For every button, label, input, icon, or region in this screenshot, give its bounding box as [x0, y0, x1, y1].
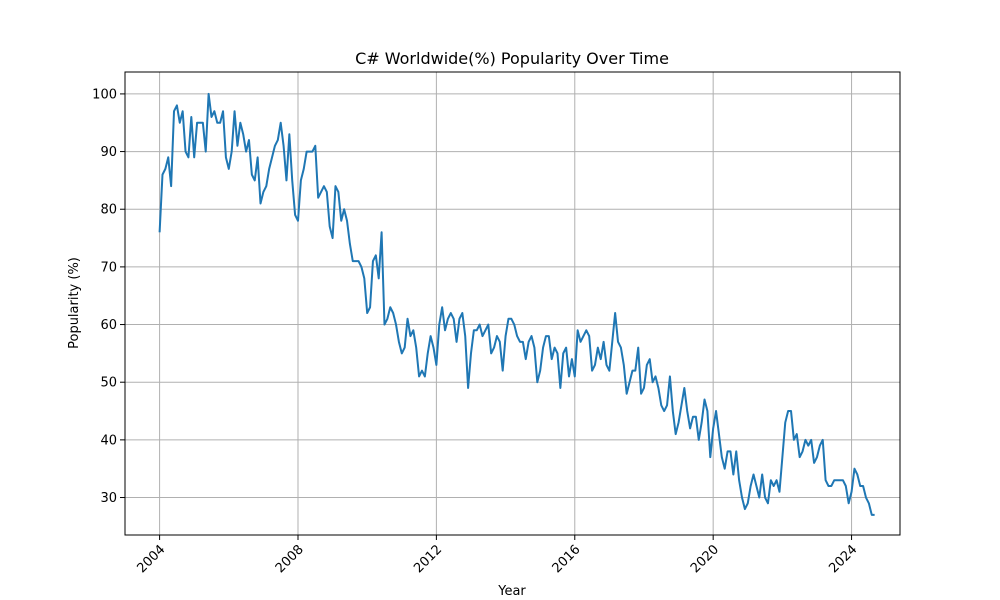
plot-frame: [124, 71, 901, 536]
y-tick-label: 60: [100, 318, 117, 333]
y-tick-label: 50: [100, 376, 117, 391]
y-tick-label: 80: [100, 203, 117, 218]
y-tick-label: 100: [92, 87, 117, 102]
y-tick-label: 90: [100, 145, 117, 160]
gridlines: [125, 72, 900, 535]
x-axis-label: Year: [497, 584, 526, 599]
series-layer: [158, 92, 875, 516]
chart-title: C# Worldwide(%) Popularity Over Time: [355, 49, 669, 68]
y-tick-label: 70: [100, 260, 117, 275]
y-tick-label: 40: [100, 433, 117, 448]
y-tick-label: 30: [100, 491, 117, 506]
series-line: [158, 92, 875, 516]
y-axis-label: Popularity (%): [67, 257, 82, 349]
